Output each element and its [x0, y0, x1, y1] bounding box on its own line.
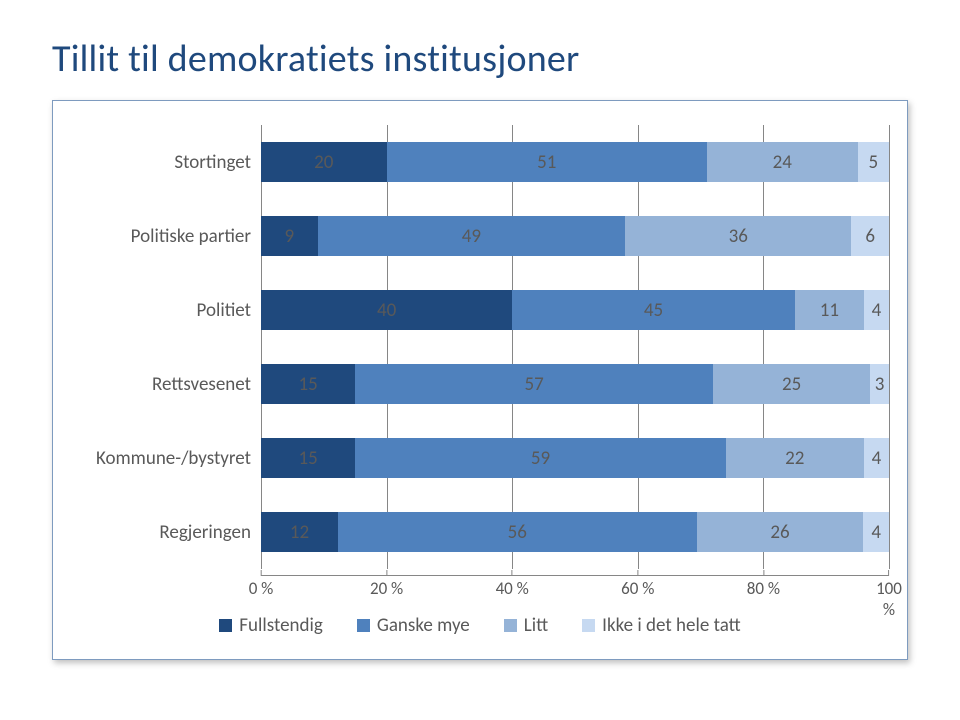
legend-item: Litt [504, 614, 548, 637]
bar-segment: 9 [261, 216, 318, 256]
chart-body: Stortinget2051245Politiske partier949366… [71, 125, 889, 637]
x-tick: 100 % [876, 570, 902, 620]
plot-area: Stortinget2051245Politiske partier949366… [71, 125, 889, 569]
bar-segment: 36 [625, 216, 851, 256]
bar-segment: 20 [261, 142, 387, 182]
x-tick: 0 % [249, 570, 274, 599]
bar-segment: 11 [795, 290, 864, 330]
bar-segment: 45 [512, 290, 795, 330]
legend-label: Ganske mye [377, 614, 470, 637]
category-label: Regjeringen [71, 521, 261, 544]
slide: Tillit til demokratiets institusjoner St… [0, 0, 960, 720]
bar-row: Regjeringen1256264 [71, 504, 889, 560]
legend-item: Fullstendig [219, 614, 323, 637]
legend-swatch [504, 619, 517, 632]
category-label: Kommune-/bystyret [71, 447, 261, 470]
bar-track: 4045114 [261, 290, 889, 330]
bar-segment: 3 [870, 364, 889, 404]
bar-segment: 49 [318, 216, 626, 256]
bar-row: Rettsvesenet1557253 [71, 356, 889, 412]
legend-item: Ikke i det hele tatt [582, 614, 741, 637]
x-axis: 0 %20 %40 %60 %80 %100 % [71, 575, 889, 600]
bar-segment: 40 [261, 290, 512, 330]
bar-segment: 12 [261, 512, 338, 552]
legend-label: Ikke i det hele tatt [602, 614, 741, 637]
x-tick: 20 % [370, 570, 403, 599]
bar-segment: 56 [338, 512, 697, 552]
bar-segment: 15 [261, 364, 355, 404]
x-tick: 60 % [621, 570, 654, 599]
rows-area: Stortinget2051245Politiske partier949366… [71, 125, 889, 569]
category-label: Rettsvesenet [71, 373, 261, 396]
bar-segment: 25 [713, 364, 870, 404]
page-title: Tillit til demokratiets institusjoner [52, 36, 908, 82]
legend-swatch [357, 619, 370, 632]
bar-segment: 4 [863, 512, 889, 552]
bar-row: Kommune-/bystyret1559224 [71, 430, 889, 486]
bar-track: 2051245 [261, 142, 889, 182]
bar-track: 1256264 [261, 512, 889, 552]
category-label: Politiske partier [71, 225, 261, 248]
bar-segment: 4 [864, 290, 889, 330]
x-tick: 80 % [747, 570, 780, 599]
legend: Fullstendig Ganske mye Litt Ikke i det hele… [71, 614, 889, 637]
legend-label: Fullstendig [239, 614, 323, 637]
bar-row: Politiet4045114 [71, 282, 889, 338]
bar-row: Stortinget2051245 [71, 134, 889, 190]
bar-segment: 26 [697, 512, 864, 552]
bar-track: 949366 [261, 216, 889, 256]
bar-track: 1557253 [261, 364, 889, 404]
legend-label: Litt [524, 614, 548, 637]
bar-segment: 22 [726, 438, 864, 478]
category-label: Stortinget [71, 151, 261, 174]
axis-track: 0 %20 %40 %60 %80 %100 % [261, 575, 889, 600]
bar-segment: 6 [851, 216, 889, 256]
bar-segment: 5 [858, 142, 889, 182]
legend-item: Ganske mye [357, 614, 470, 637]
bar-segment: 4 [864, 438, 889, 478]
bar-track: 1559224 [261, 438, 889, 478]
bar-segment: 59 [355, 438, 726, 478]
bar-segment: 51 [387, 142, 707, 182]
bar-segment: 15 [261, 438, 355, 478]
x-tick: 40 % [496, 570, 529, 599]
chart-frame: Stortinget2051245Politiske partier949366… [52, 100, 908, 660]
category-label: Politiet [71, 299, 261, 322]
bar-segment: 57 [355, 364, 713, 404]
legend-swatch [219, 619, 232, 632]
bar-segment: 24 [707, 142, 858, 182]
gridline [889, 125, 890, 569]
bar-row: Politiske partier949366 [71, 208, 889, 264]
legend-swatch [582, 619, 595, 632]
